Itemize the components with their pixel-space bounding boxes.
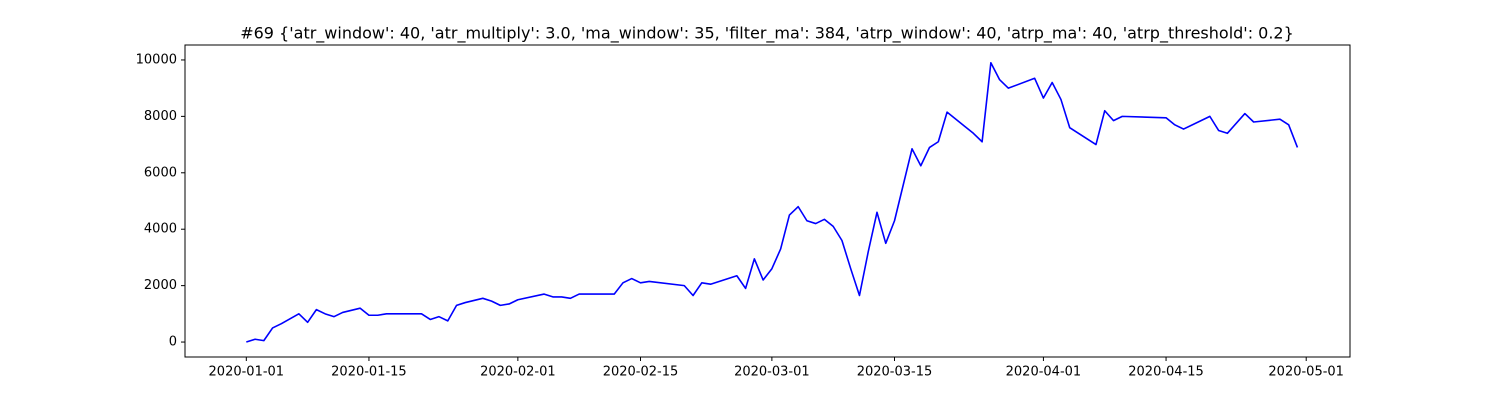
x-tick-label: 2020-03-01 bbox=[734, 365, 810, 380]
x-tick-label: 2020-01-01 bbox=[209, 365, 285, 380]
y-tick-label: 4000 bbox=[144, 222, 177, 237]
y-tick-label: 8000 bbox=[144, 109, 177, 124]
x-tick-label: 2020-01-15 bbox=[331, 365, 407, 380]
plot-frame bbox=[184, 44, 1351, 358]
y-tick-label: 10000 bbox=[136, 52, 177, 67]
x-tick-label: 2020-02-15 bbox=[603, 365, 679, 380]
x-tick-label: 2020-04-01 bbox=[1006, 365, 1082, 380]
x-tick-label: 2020-02-01 bbox=[480, 365, 556, 380]
chart-title: #69 {'atr_window': 40, 'atr_multiply': 3… bbox=[240, 24, 1294, 44]
x-tick-label: 2020-05-01 bbox=[1268, 365, 1344, 380]
y-tick-label: 2000 bbox=[144, 278, 177, 293]
x-tick-label: 2020-03-15 bbox=[857, 365, 933, 380]
y-tick-label: 6000 bbox=[144, 165, 177, 180]
y-tick-label: 0 bbox=[169, 335, 177, 350]
data-line bbox=[246, 61, 1299, 343]
x-tick-label: 2020-04-15 bbox=[1128, 365, 1204, 380]
